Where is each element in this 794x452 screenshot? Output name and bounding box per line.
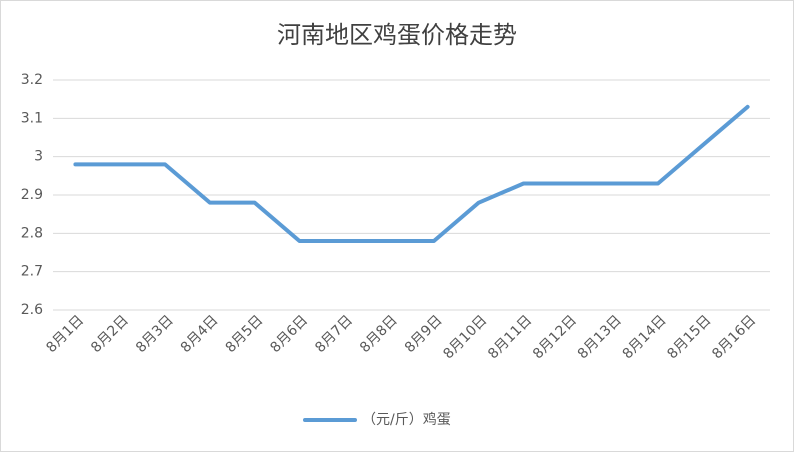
data-line [73,104,750,243]
y-tick-label: 2.9 [21,187,43,203]
y-tick-label: 2.7 [21,264,43,280]
y-tick-label: 2.8 [21,225,43,241]
y-tick-label: 3 [34,149,43,165]
y-tick-label: 3.2 [21,72,43,88]
y-tick-label: 2.6 [21,302,43,318]
legend-label: （元/斤）鸡蛋 [362,411,451,428]
y-tick-label: 3.1 [21,110,43,126]
chart-title: 河南地区鸡蛋价格走势 [277,21,517,49]
